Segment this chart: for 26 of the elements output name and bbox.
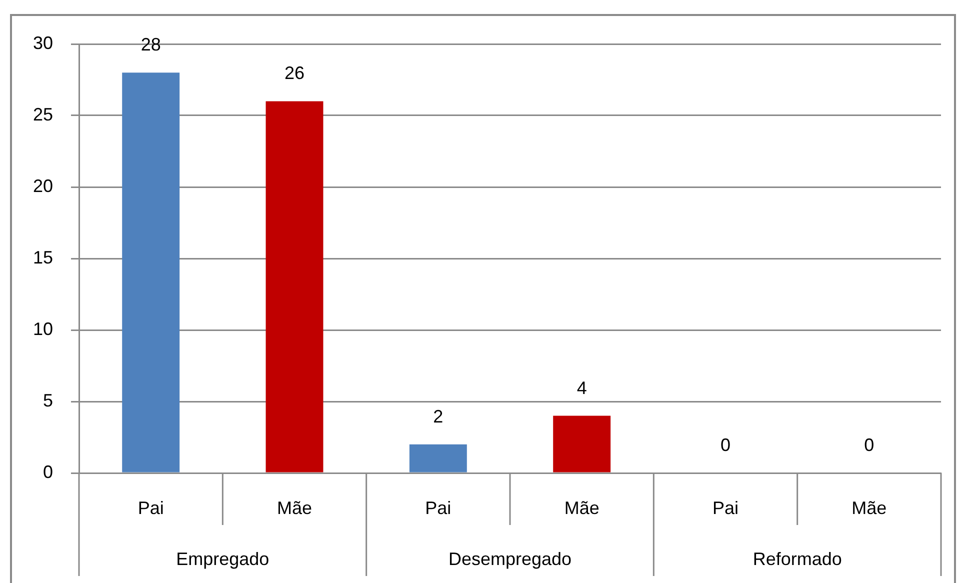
- x-tick-label: Pai: [712, 498, 739, 518]
- bar: [409, 444, 467, 472]
- x-tick-label: Mãe: [852, 498, 887, 518]
- data-label: 2: [433, 406, 444, 426]
- x-tick-label: Pai: [425, 498, 452, 518]
- data-label: 26: [284, 63, 305, 84]
- data-label: 0: [720, 434, 731, 455]
- y-tick-label: 0: [42, 462, 53, 482]
- bar: [122, 72, 180, 472]
- y-tick-label: 30: [32, 32, 53, 53]
- bar: [553, 416, 611, 472]
- bar: [266, 101, 324, 472]
- data-label: 28: [140, 34, 161, 55]
- text: Empregado: [176, 548, 270, 569]
- y-tick-label: 20: [32, 176, 53, 196]
- text: Reformado: [752, 548, 842, 569]
- text: Desempregado: [448, 548, 572, 569]
- y-tick-label: 15: [32, 247, 53, 268]
- x-tick-label: Mãe: [564, 498, 600, 518]
- y-tick-label: 5: [42, 390, 53, 410]
- x-tick-label: Mãe: [276, 498, 312, 518]
- y-tick-label: 10: [32, 318, 53, 339]
- y-tick-label: 25: [32, 104, 53, 124]
- data-label: 4: [576, 378, 587, 398]
- data-label: 0: [864, 434, 874, 455]
- x-tick-label: Pai: [138, 498, 164, 518]
